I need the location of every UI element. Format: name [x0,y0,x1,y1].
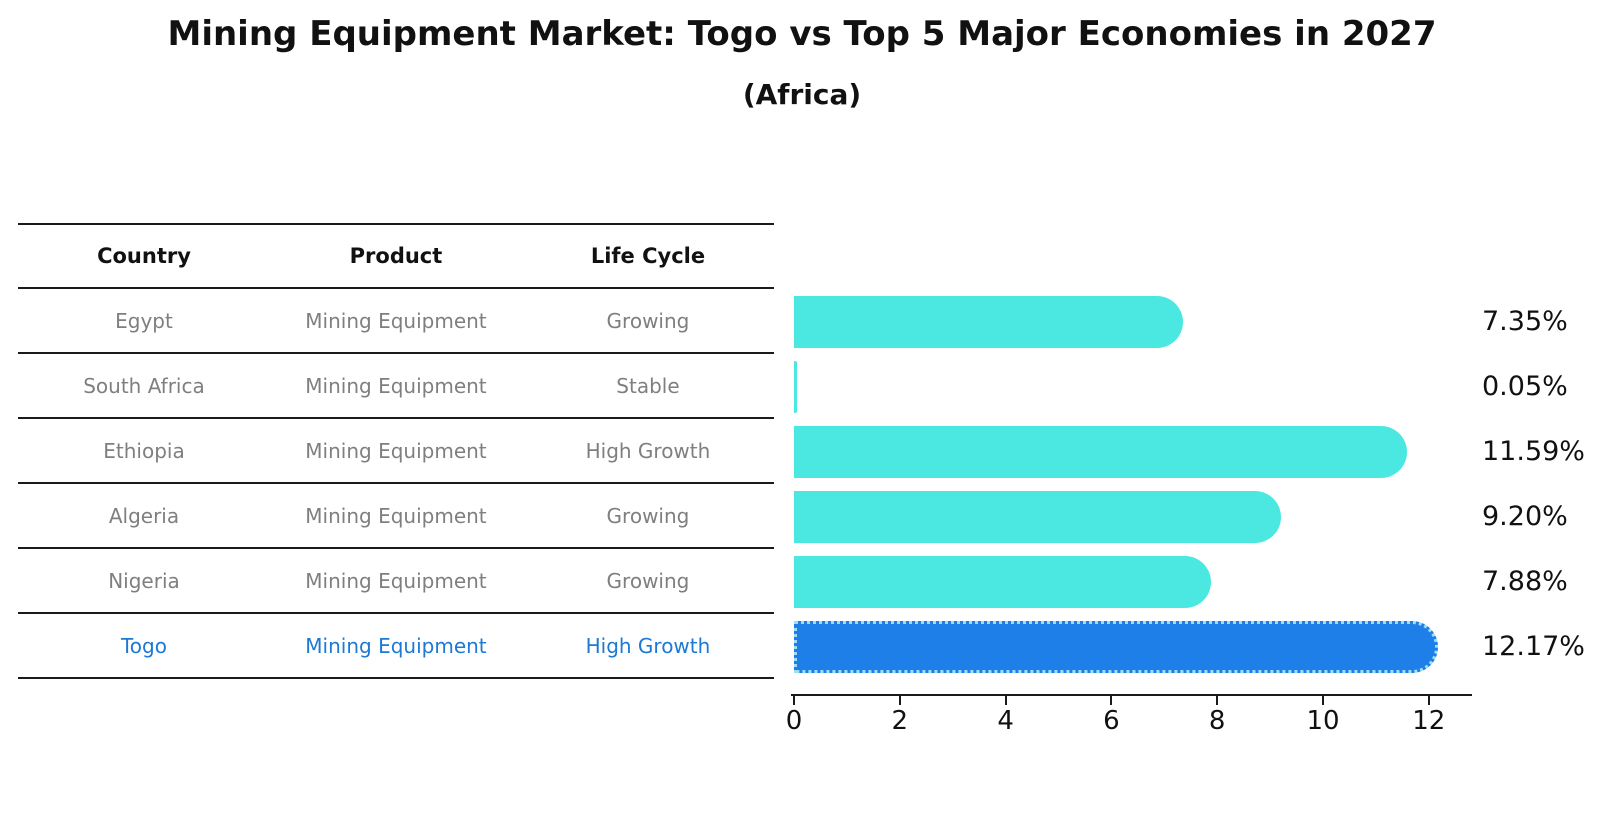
cell-product: Mining Equipment [305,438,487,463]
x-tick-mark [1110,696,1113,705]
cell-country: South Africa [83,373,205,398]
table-header-row: Country Product Life Cycle [18,223,774,289]
x-tick-label: 0 [785,706,803,736]
cell-product: Mining Equipment [305,568,487,593]
value-label: 9.20% [1482,501,1568,532]
table-header-country: Country [97,244,191,268]
cell-life-cycle: High Growth [585,438,711,463]
table-row: South Africa Mining Equipment Stable [18,354,774,419]
cell-country: Nigeria [108,568,180,593]
value-label: 0.05% [1482,371,1568,402]
bar-togo [794,621,1438,673]
x-tick-mark [1216,696,1219,705]
x-tick-mark [898,696,901,705]
cell-country: Ethiopia [103,438,185,463]
table-row: Nigeria Mining Equipment Growing [18,549,774,614]
bar-south-africa [794,361,797,413]
country-table: Country Product Life Cycle Egypt Mining E… [18,223,774,679]
value-label: 7.88% [1482,566,1568,597]
cell-life-cycle: Growing [606,568,690,593]
chart-title: Mining Equipment Market: Togo vs Top 5 M… [167,14,1437,54]
x-tick-label: 4 [997,706,1014,736]
value-label: 7.35% [1482,306,1568,337]
value-label: 11.59% [1482,436,1585,467]
table-body: Egypt Mining Equipment Growing South Africa… [18,289,774,679]
table-row: Algeria Mining Equipment Growing [18,484,774,549]
x-tick-label: 8 [1208,706,1226,736]
value-label: 12.17% [1482,631,1585,662]
cell-life-cycle: Stable [616,373,680,398]
bar-egypt [794,296,1183,348]
table-row: Togo Mining Equipment High Growth [18,614,774,679]
bar-nigeria [794,556,1211,608]
cell-life-cycle: Growing [606,308,690,333]
x-axis [791,694,1472,696]
cell-country: Algeria [108,503,180,528]
x-tick-mark [1427,696,1430,705]
cell-life-cycle: Growing [606,503,690,528]
table-row: Egypt Mining Equipment Growing [18,289,774,354]
x-tick-label: 6 [1103,706,1120,736]
cell-life-cycle: High Growth [585,633,711,658]
cell-country: Egypt [115,308,173,333]
x-tick-mark [1004,696,1007,705]
table-header-product: Product [349,244,443,268]
table-row: Ethiopia Mining Equipment High Growth [18,419,774,484]
x-tick-label: 10 [1306,706,1340,736]
cell-country: Togo [120,633,167,658]
chart-subtitle: (Africa) [742,78,862,111]
x-tick-mark [793,696,795,705]
bar-algeria [794,491,1281,543]
cell-product: Mining Equipment [305,633,487,658]
x-tick-mark [1322,696,1324,705]
x-tick-label: 12 [1412,706,1446,736]
x-tick-label: 2 [891,706,909,736]
bar-ethiopia [794,426,1407,478]
cell-product: Mining Equipment [305,308,487,333]
cell-product: Mining Equipment [305,373,487,398]
table-header-life-cycle: Life Cycle [590,244,706,268]
cell-product: Mining Equipment [305,503,487,528]
